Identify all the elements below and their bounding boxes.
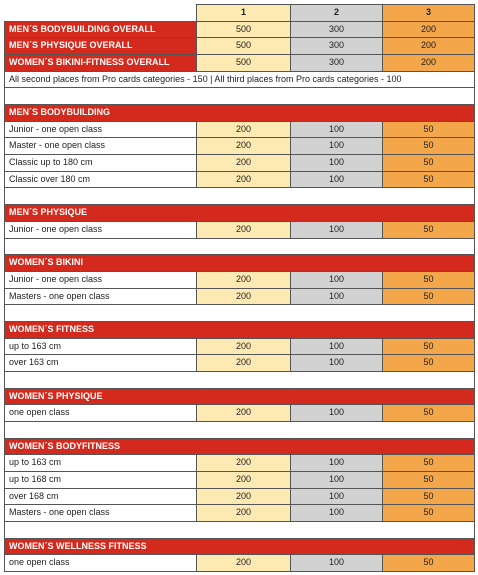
value-cell: 300	[290, 54, 383, 72]
value-cell: 100	[290, 471, 383, 489]
row-label: Junior - one open class	[4, 270, 197, 289]
value-cell: 200	[196, 471, 291, 489]
value-cell: 50	[382, 154, 475, 172]
value-cell: 50	[382, 454, 475, 473]
value-cell: 200	[196, 504, 291, 523]
value-cell: 200	[382, 54, 475, 72]
spacer-row	[4, 237, 475, 256]
section-title: WOMEN´S WELLNESS FITNESS	[4, 537, 475, 556]
value-cell: 100	[290, 504, 383, 523]
spacer-row	[4, 304, 475, 322]
row-label: Junior - one open class	[4, 220, 197, 239]
value-cell: 200	[196, 220, 291, 239]
spacer-row	[4, 370, 475, 389]
value-cell: 100	[290, 487, 383, 506]
section-title: WOMEN´S BIKINI	[4, 254, 475, 272]
overall-label: MEN´S BODYBUILDING OVERALL	[4, 20, 197, 39]
value-cell: 100	[290, 137, 383, 156]
overall-label: WOMEN´S BIKINI-FITNESS OVERALL	[4, 54, 197, 72]
value-cell: 200	[196, 454, 291, 473]
value-cell: 100	[290, 170, 383, 189]
value-cell: 200	[196, 137, 291, 156]
value-cell: 50	[382, 354, 475, 372]
value-cell: 200	[196, 170, 291, 189]
row-label: Masters - one open class	[4, 287, 197, 306]
value-cell: 100	[290, 454, 383, 473]
value-cell: 50	[382, 471, 475, 489]
value-cell: 50	[382, 137, 475, 156]
value-cell: 50	[382, 170, 475, 189]
row-label: up to 163 cm	[4, 337, 197, 356]
value-cell: 300	[290, 37, 383, 56]
section-title: MEN´S BODYBUILDING	[4, 104, 475, 122]
column-header: 2	[290, 4, 383, 22]
value-cell: 500	[196, 37, 291, 56]
value-cell: 50	[382, 487, 475, 506]
value-cell: 50	[382, 554, 475, 573]
value-cell: 100	[290, 404, 383, 422]
value-cell: 50	[382, 404, 475, 422]
value-cell: 100	[290, 220, 383, 239]
value-cell: 200	[196, 354, 291, 372]
note: All second places from Pro cards categor…	[4, 70, 475, 89]
row-label: over 163 cm	[4, 354, 197, 372]
value-cell: 100	[290, 270, 383, 289]
row-label: Junior - one open class	[4, 120, 197, 139]
value-cell: 100	[290, 554, 383, 573]
row-label: over 168 cm	[4, 487, 197, 506]
value-cell: 200	[196, 554, 291, 573]
spacer-row	[4, 187, 475, 206]
value-cell: 200	[196, 120, 291, 139]
column-header: 3	[382, 4, 475, 22]
value-cell: 50	[382, 120, 475, 139]
value-cell: 100	[290, 120, 383, 139]
value-cell: 200	[196, 287, 291, 306]
row-label: one open class	[4, 554, 197, 573]
section-title: WOMEN´S PHYSIQUE	[4, 387, 475, 406]
overall-label: MEN´S PHYSIQUE OVERALL	[4, 37, 197, 56]
row-label: Masters - one open class	[4, 504, 197, 523]
value-cell: 50	[382, 504, 475, 523]
value-cell: 500	[196, 20, 291, 39]
section-title: MEN´S PHYSIQUE	[4, 204, 475, 222]
value-cell: 200	[196, 487, 291, 506]
value-cell: 200	[196, 270, 291, 289]
value-cell: 100	[290, 337, 383, 356]
value-cell: 50	[382, 287, 475, 306]
row-label: one open class	[4, 404, 197, 422]
section-title: WOMEN´S FITNESS	[4, 320, 475, 339]
value-cell: 200	[382, 37, 475, 56]
value-cell: 200	[196, 154, 291, 172]
spacer-row	[4, 87, 475, 106]
row-label: up to 168 cm	[4, 471, 197, 489]
row-label: up to 163 cm	[4, 454, 197, 473]
spacer-row	[4, 421, 475, 439]
value-cell: 200	[382, 20, 475, 39]
row-label: Master - one open class	[4, 137, 197, 156]
value-cell: 100	[290, 154, 383, 172]
column-header: 1	[196, 4, 291, 22]
value-cell: 100	[290, 354, 383, 372]
row-label: Classic over 180 cm	[4, 170, 197, 189]
value-cell: 200	[196, 404, 291, 422]
row-label: Classic up to 180 cm	[4, 154, 197, 172]
spacer-row	[4, 521, 475, 539]
value-cell: 50	[382, 270, 475, 289]
section-title: WOMEN´S BODYFITNESS	[4, 437, 475, 456]
value-cell: 50	[382, 220, 475, 239]
value-cell: 500	[196, 54, 291, 72]
value-cell: 200	[196, 337, 291, 356]
value-cell: 300	[290, 20, 383, 39]
value-cell: 50	[382, 337, 475, 356]
value-cell: 100	[290, 287, 383, 306]
